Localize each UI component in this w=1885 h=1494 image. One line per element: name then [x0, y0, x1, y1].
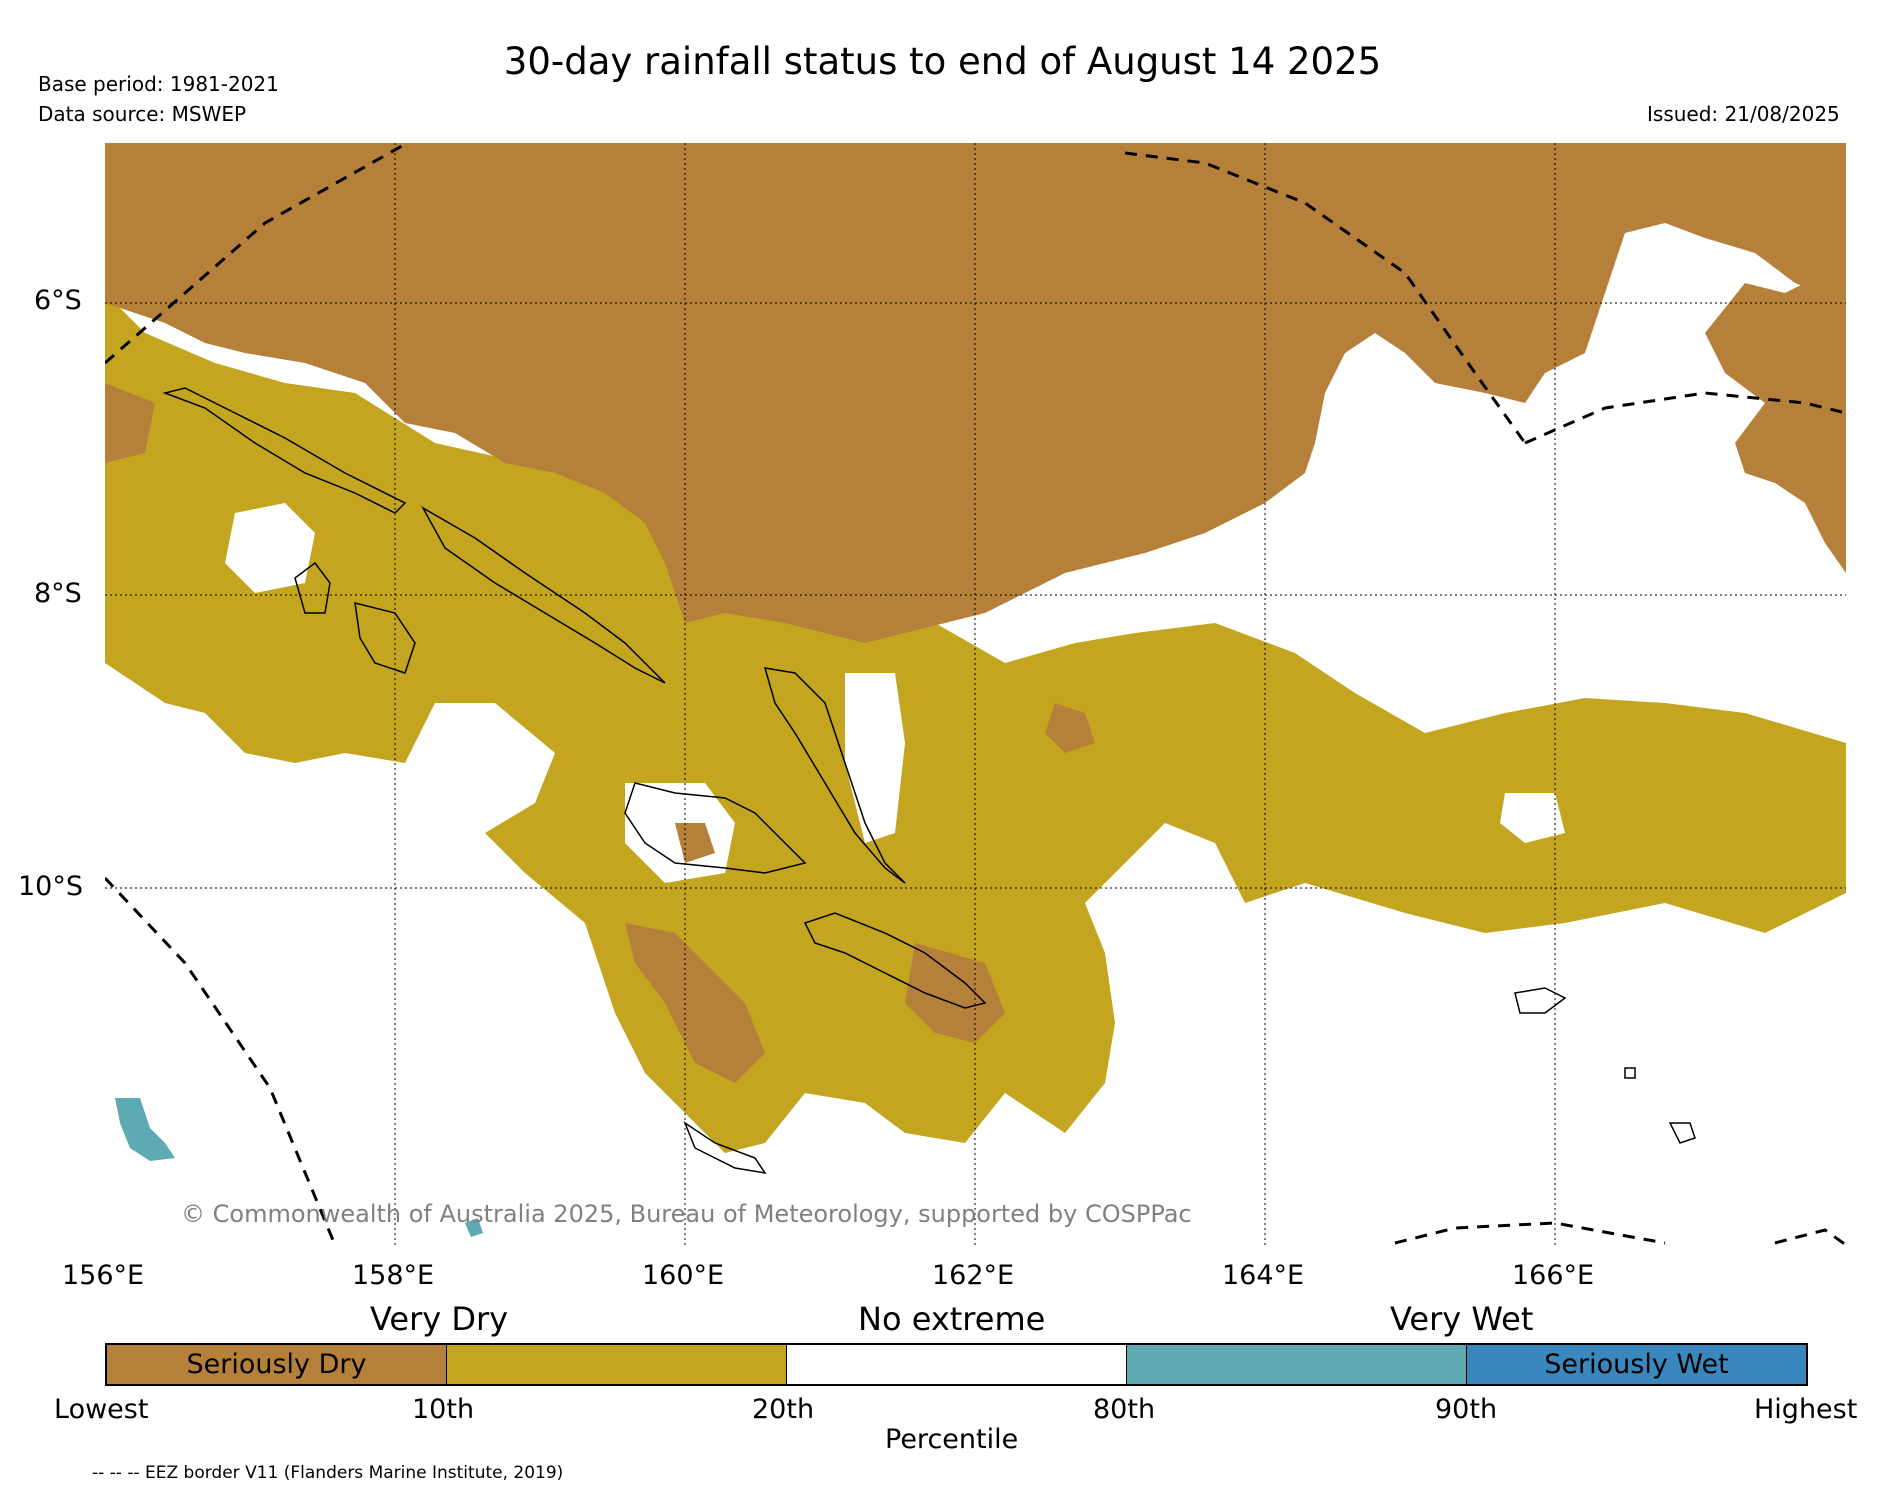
lon-label: 162°E: [932, 1260, 1015, 1291]
coastlines: [162, 387, 1696, 1175]
lon-label: 160°E: [642, 1260, 725, 1291]
lat-label: 10°S: [18, 871, 83, 902]
legend-category-no-extreme: No extreme: [858, 1300, 1046, 1338]
legend-segment-seriously-wet: Seriously Wet: [1467, 1345, 1806, 1384]
rainfall-map-canvas: [105, 143, 1846, 1245]
legend-tick-label: Highest: [1754, 1394, 1858, 1425]
no-extreme-patch: [845, 673, 905, 843]
eez-borders: [105, 143, 1846, 1245]
legend-colorbar: Seriously Dry Seriously Wet: [105, 1343, 1808, 1386]
legend-segment-very-wet: [1127, 1345, 1467, 1384]
lat-label: 8°S: [34, 578, 82, 609]
no-extreme-patch: [1475, 943, 1515, 983]
data-source-text: Data source: MSWEP: [38, 102, 247, 126]
legend-tick-label: 20th: [752, 1394, 815, 1425]
seriously-dry-patch: [905, 943, 1005, 1043]
no-extreme-patch: [225, 503, 315, 593]
lat-label: 6°S: [34, 285, 82, 316]
legend-tick-label: 90th: [1435, 1394, 1498, 1425]
seriously-dry-patch: [1705, 273, 1846, 573]
eez-footnote: -- -- -- EEZ border V11 (Flanders Marine…: [92, 1463, 564, 1483]
legend-seriously-dry-label: Seriously Dry: [186, 1349, 367, 1380]
legend-tick-label: 80th: [1093, 1394, 1156, 1425]
legend-category-very-wet: Very Wet: [1390, 1300, 1534, 1338]
legend-segment-very-dry: [447, 1345, 787, 1384]
no-extreme-patch: [1500, 793, 1565, 843]
very-wet-patch: [115, 1098, 175, 1161]
base-period-text: Base period: 1981-2021: [38, 72, 279, 96]
seriously-dry-patch: [625, 923, 765, 1083]
very-wet-patch: [465, 1218, 483, 1237]
legend-segment-no-extreme: [787, 1345, 1127, 1384]
lon-label: 158°E: [352, 1260, 435, 1291]
map-title: 30-day rainfall status to end of August …: [503, 40, 1382, 83]
seriously-dry-patch: [105, 383, 155, 463]
legend-seriously-wet-label: Seriously Wet: [1544, 1349, 1729, 1380]
legend-tick-label: 10th: [412, 1394, 475, 1425]
legend-tick-label: Lowest: [54, 1394, 149, 1425]
rainfall-map: [105, 143, 1846, 1245]
graticule: [105, 143, 1846, 1245]
lon-label: 156°E: [62, 1260, 145, 1291]
lon-label: 164°E: [1222, 1260, 1305, 1291]
legend-segment-seriously-dry: Seriously Dry: [107, 1345, 447, 1384]
copyright-notice: © Commonwealth of Australia 2025, Bureau…: [181, 1200, 1192, 1228]
legend-category-very-dry: Very Dry: [370, 1300, 509, 1338]
seriously-dry-patch: [1045, 703, 1095, 753]
legend-axis-label: Percentile: [885, 1424, 1019, 1455]
issued-date-text: Issued: 21/08/2025: [1647, 102, 1840, 126]
lon-label: 166°E: [1512, 1260, 1595, 1291]
